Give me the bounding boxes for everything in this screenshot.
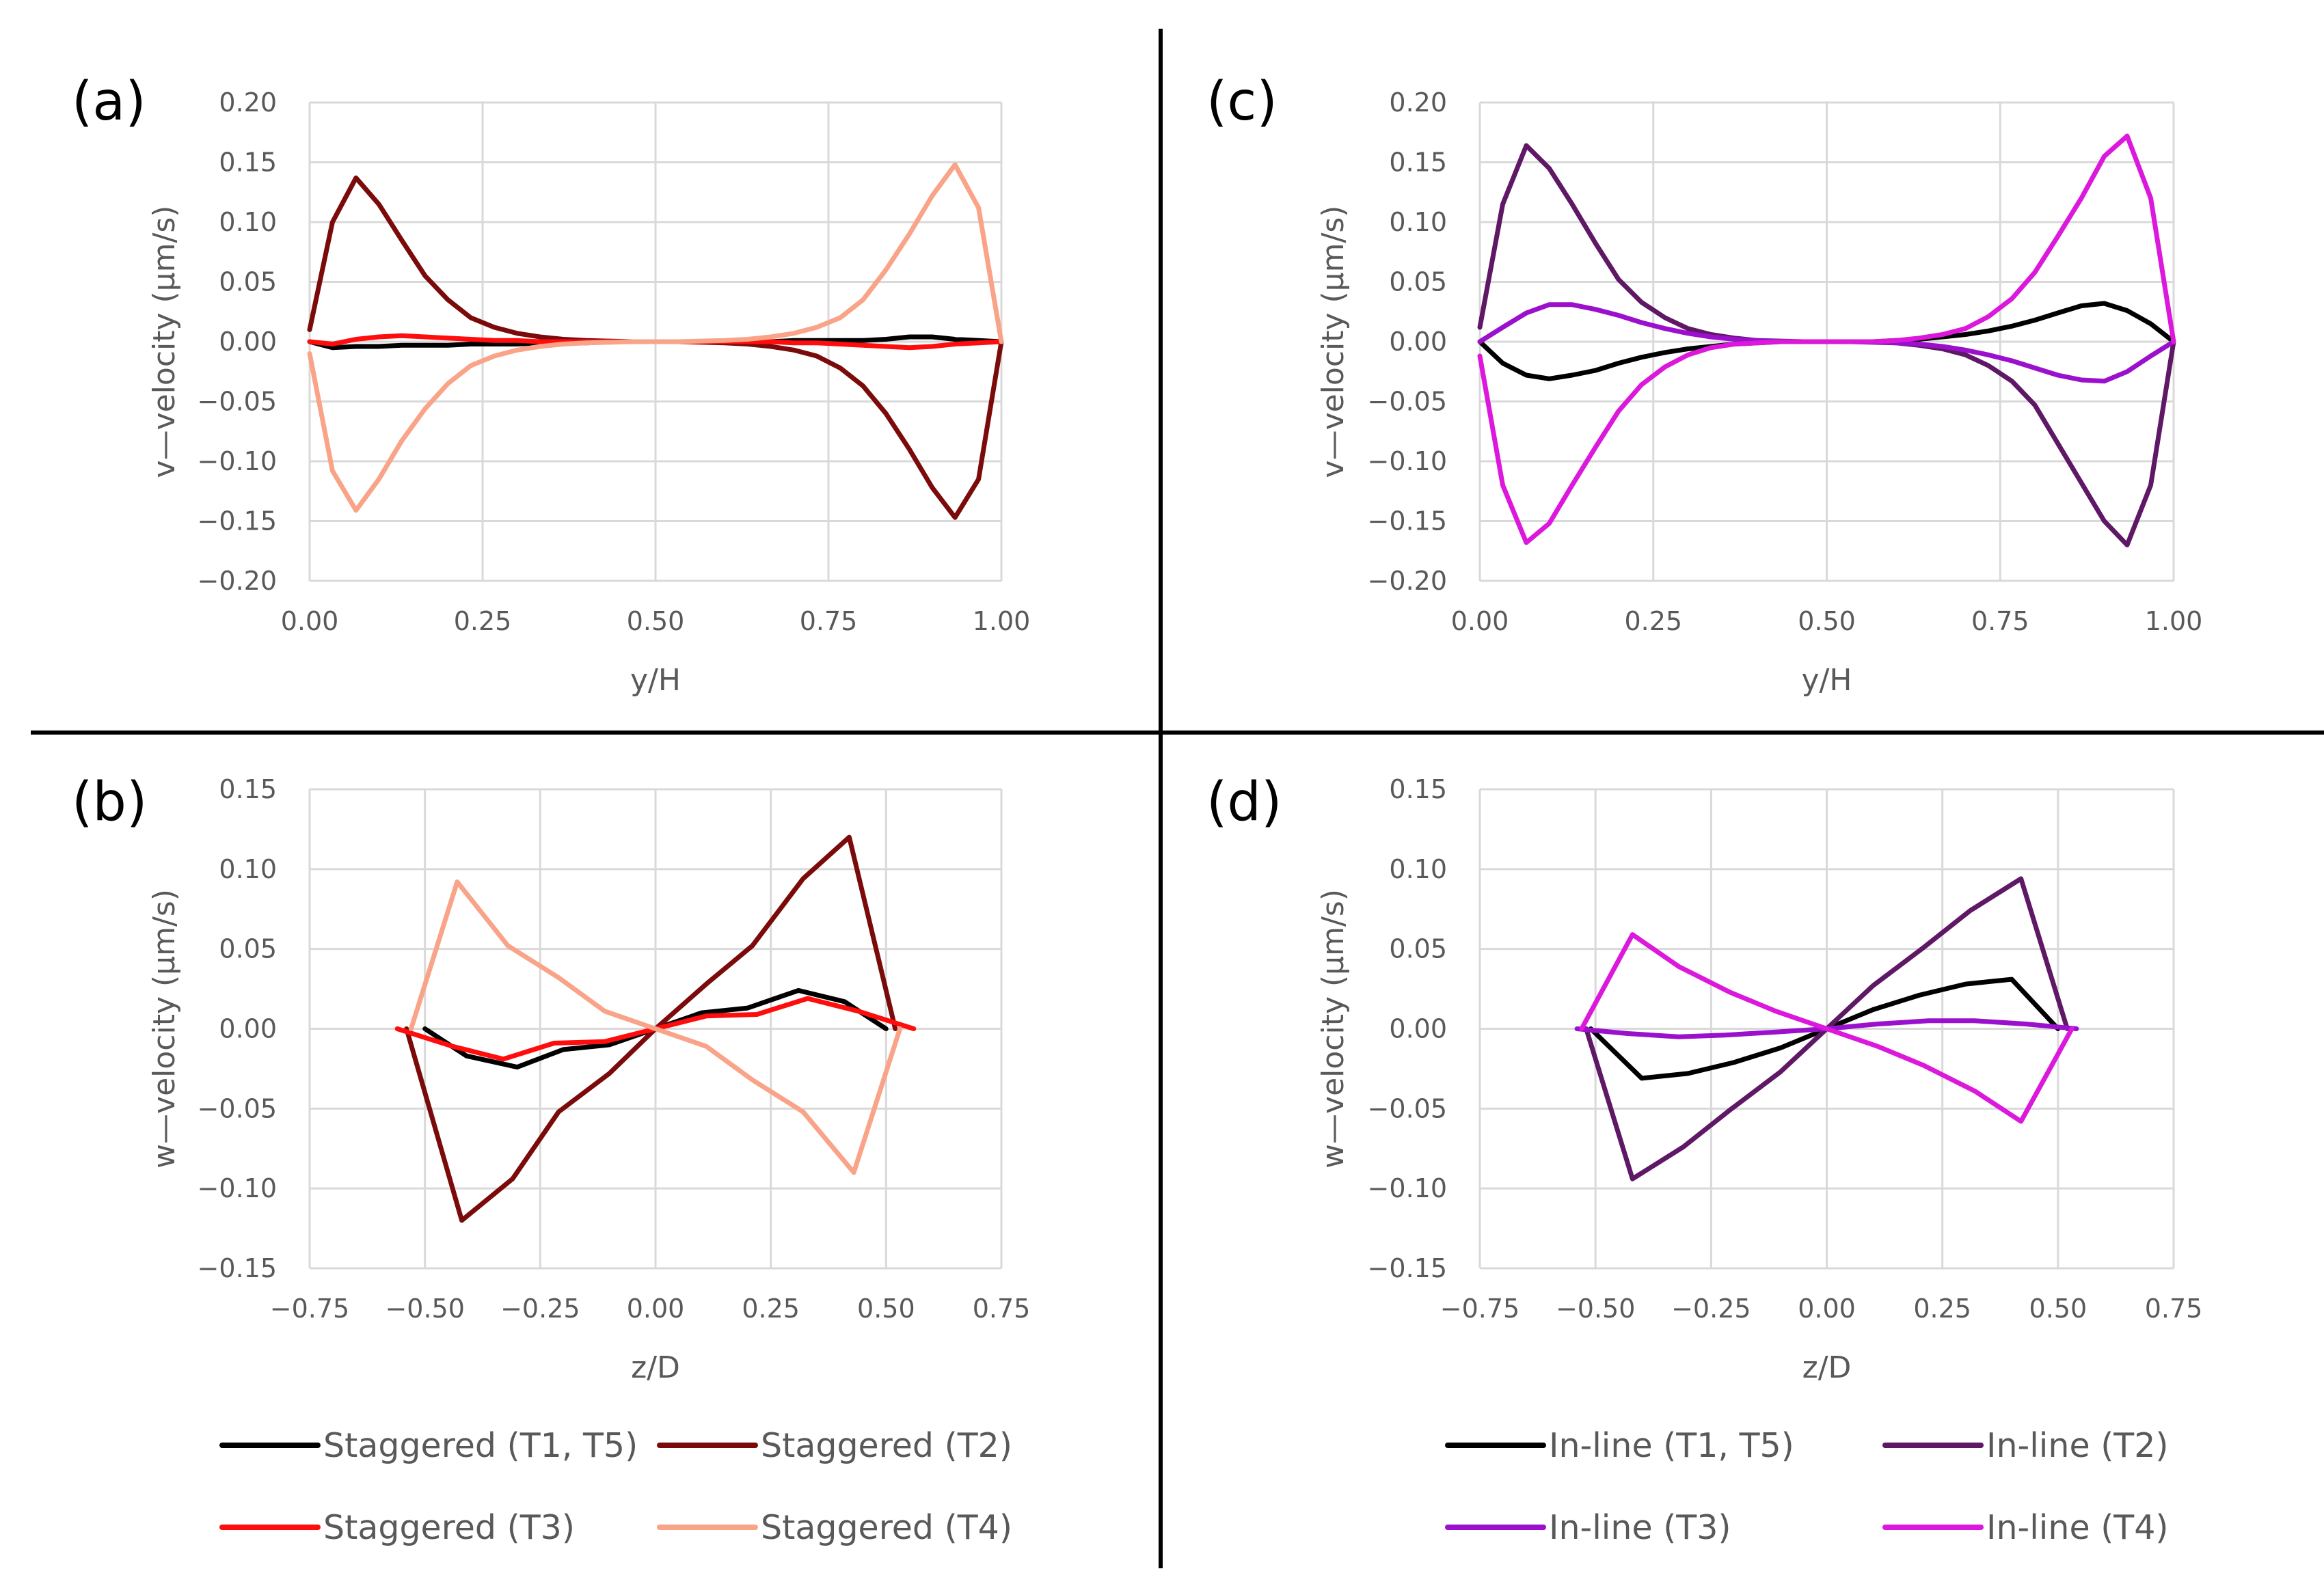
x-tick-label: 0.00 — [627, 1294, 685, 1324]
y-tick-label: 0.05 — [1389, 267, 1447, 297]
x-tick-label: 0.75 — [2145, 1294, 2203, 1324]
legend-item: In-line (T1, T5) — [1445, 1426, 1794, 1465]
y-tick-label: 0.05 — [1389, 934, 1447, 964]
legend-item: Staggered (T1, T5) — [219, 1426, 638, 1465]
y-tick-label: −0.10 — [198, 446, 277, 476]
y-tick-label: −0.10 — [1368, 1173, 1447, 1203]
x-tick-label: −0.50 — [1556, 1294, 1635, 1324]
y-tick-label: 0.00 — [1389, 327, 1447, 357]
y-axis-title: w—velocity (µm/s) — [1316, 889, 1351, 1169]
series-line — [1477, 133, 2176, 545]
y-tick-label: 0.00 — [219, 327, 277, 357]
panel-label: (b) — [72, 771, 147, 833]
x-tick-label: 0.75 — [1971, 606, 2029, 636]
y-tick-label: 0.10 — [219, 854, 277, 884]
legend-label: Staggered (T4) — [761, 1508, 1012, 1547]
y-tick-label: −0.15 — [198, 506, 277, 536]
chart-panel: (a) 0.20 0.15 0.10 0.05 0.00 −0.05 −0.10 −0.15 −0… — [72, 71, 1030, 698]
legend-label: In-line (T1, T5) — [1549, 1426, 1794, 1465]
legend-label: Staggered (T1, T5) — [323, 1426, 638, 1465]
y-tick-label: −0.10 — [198, 1173, 277, 1203]
x-tick-label: −0.25 — [500, 1294, 580, 1324]
x-tick-label: 0.75 — [973, 1294, 1031, 1324]
y-tick-label: 0.05 — [219, 934, 277, 964]
x-tick-label: 0.25 — [1913, 1294, 1971, 1324]
x-axis-title: z/D — [631, 1350, 680, 1385]
x-axis-title: y/H — [1802, 663, 1852, 698]
y-axis-title: w—velocity (µm/s) — [147, 889, 182, 1169]
y-tick-label: −0.15 — [1368, 506, 1447, 536]
x-tick-label: 0.50 — [1798, 606, 1856, 636]
y-tick-label: −0.15 — [198, 1253, 277, 1283]
x-axis-title: y/H — [630, 663, 681, 698]
y-tick-label: −0.15 — [1368, 1253, 1447, 1283]
legend-inline: In-line (T1, T5) In-line (T2) In-line (T3)… — [1445, 1426, 2169, 1547]
chart-panels: (a) 0.20 0.15 0.10 0.05 0.00 −0.05 −0.10 −0.15 −0… — [72, 71, 2202, 1385]
y-tick-label: −0.05 — [1368, 387, 1447, 417]
x-tick-label: 0.75 — [800, 606, 858, 636]
y-tick-label: −0.05 — [198, 387, 277, 417]
legend-item: In-line (T2) — [1882, 1426, 2169, 1465]
legend-label: In-line (T3) — [1549, 1508, 1731, 1547]
x-axis-title: z/D — [1802, 1350, 1852, 1385]
panel-label: (d) — [1206, 771, 1282, 833]
x-tick-label: 0.25 — [454, 606, 512, 636]
chart-panel: (d) 0.15 0.10 0.05 0.00 −0.05 −0.10 −0.15 −0.75 −… — [1206, 771, 2202, 1385]
y-tick-label: 0.10 — [1389, 207, 1447, 237]
series-line — [408, 879, 903, 1175]
legend-item: Staggered (T4) — [657, 1508, 1012, 1547]
x-tick-label: 1.00 — [2145, 606, 2203, 636]
y-tick-label: 0.15 — [1389, 774, 1447, 804]
legend-item: In-line (T3) — [1445, 1508, 1731, 1547]
chart-panel: (b) 0.15 0.10 0.05 0.00 −0.05 −0.10 −0.15 −0.75 −… — [72, 771, 1030, 1385]
x-tick-label: −0.75 — [1440, 1294, 1519, 1324]
y-tick-label: 0.00 — [219, 1014, 277, 1044]
y-axis-title: v—velocity (µm/s) — [1316, 206, 1351, 478]
x-tick-label: −0.50 — [385, 1294, 464, 1324]
chart-panel: (c) 0.20 0.15 0.10 0.05 0.00 −0.05 −0.10 −0.15 −0… — [1206, 71, 2202, 698]
y-tick-label: 0.10 — [1389, 854, 1447, 884]
legend-item: Staggered (T2) — [657, 1426, 1012, 1465]
y-tick-label: 0.15 — [1389, 148, 1447, 178]
x-tick-label: −0.75 — [270, 1294, 349, 1324]
x-tick-label: −0.25 — [1671, 1294, 1751, 1324]
panel-label: (c) — [1206, 71, 1278, 133]
series-line — [1579, 932, 2075, 1124]
legend-staggered: Staggered (T1, T5) Staggered (T2) Staggere… — [219, 1426, 1012, 1547]
y-tick-label: 0.20 — [1389, 87, 1447, 118]
legend-item: In-line (T4) — [1882, 1508, 2169, 1547]
x-tick-label: 0.50 — [857, 1294, 915, 1324]
legend-label: Staggered (T3) — [323, 1508, 575, 1547]
y-tick-label: 0.05 — [219, 267, 277, 297]
y-tick-label: 0.00 — [1389, 1014, 1447, 1044]
y-tick-label: −0.05 — [1368, 1093, 1447, 1123]
y-tick-label: −0.20 — [1368, 566, 1447, 596]
legend-item: Staggered (T3) — [219, 1508, 575, 1547]
legend-label: In-line (T2) — [1986, 1426, 2169, 1465]
y-tick-label: −0.10 — [1368, 446, 1447, 476]
y-tick-label: 0.10 — [219, 207, 277, 237]
y-tick-label: −0.20 — [198, 566, 277, 596]
x-tick-label: 0.00 — [281, 606, 339, 636]
x-tick-label: 0.50 — [2029, 1294, 2087, 1324]
legend-label: Staggered (T2) — [761, 1426, 1012, 1465]
y-tick-label: −0.05 — [198, 1093, 277, 1123]
y-tick-label: 0.15 — [219, 148, 277, 178]
x-tick-label: 0.00 — [1798, 1294, 1856, 1324]
x-tick-label: 1.00 — [973, 606, 1031, 636]
x-tick-label: 0.25 — [1624, 606, 1682, 636]
panel-label: (a) — [72, 71, 146, 133]
x-tick-label: 0.50 — [627, 606, 685, 636]
y-tick-label: 0.20 — [219, 87, 277, 118]
y-tick-label: 0.15 — [219, 774, 277, 804]
x-tick-label: 0.25 — [742, 1294, 800, 1324]
x-tick-label: 0.00 — [1451, 606, 1509, 636]
legend-label: In-line (T4) — [1986, 1508, 2169, 1547]
y-axis-title: v—velocity (µm/s) — [147, 206, 182, 478]
series-line — [307, 162, 1004, 513]
